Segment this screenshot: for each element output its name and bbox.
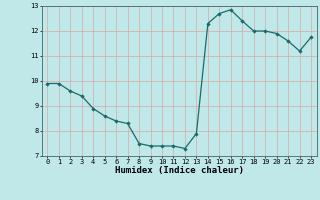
X-axis label: Humidex (Indice chaleur): Humidex (Indice chaleur) — [115, 166, 244, 175]
